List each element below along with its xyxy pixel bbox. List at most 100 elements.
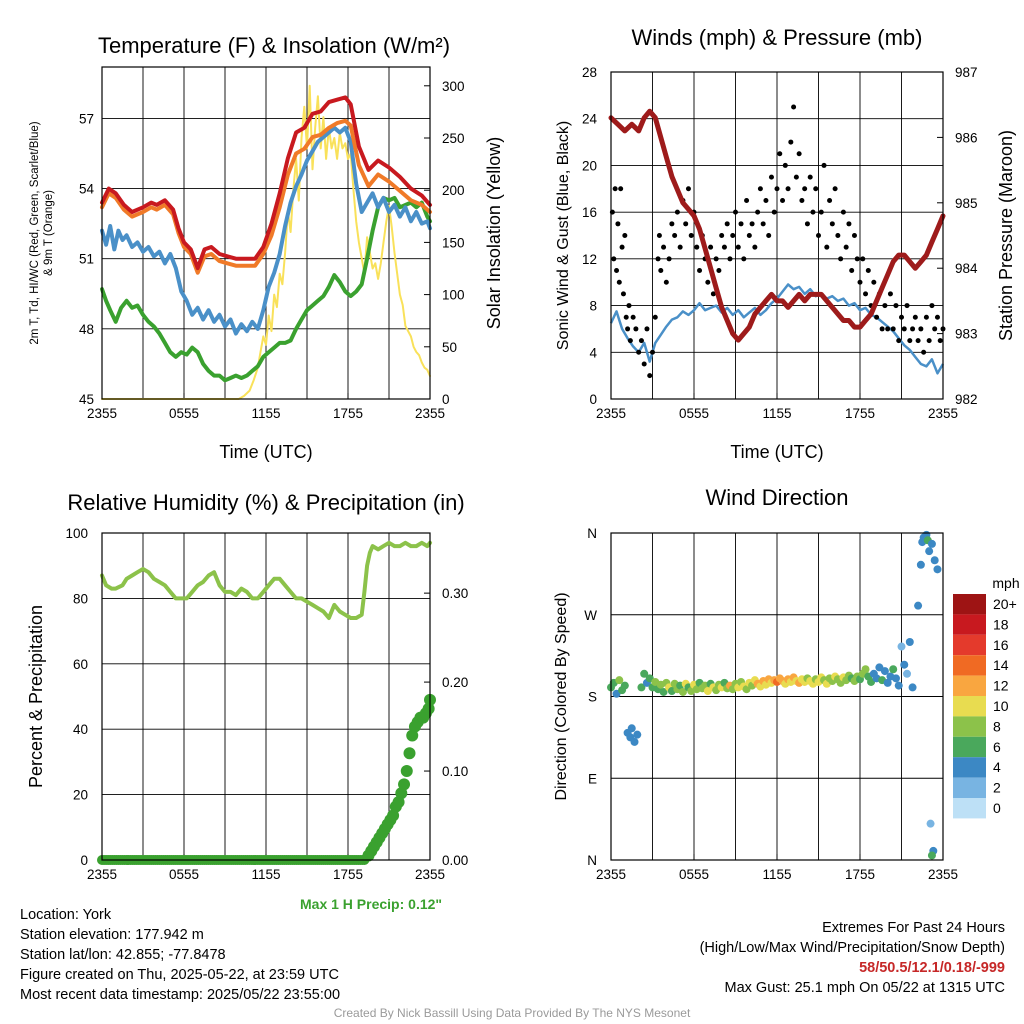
gust-point: [865, 268, 871, 274]
x-tick-label: 0555: [679, 406, 709, 421]
gust-point: [838, 256, 844, 262]
gust-point: [744, 197, 750, 203]
gust-point: [887, 291, 893, 297]
chart-title: Wind Direction: [705, 485, 848, 510]
y-tick-label-left: S: [588, 690, 597, 705]
plot-frame: [610, 71, 944, 400]
direction-point: [927, 851, 936, 860]
gust-point: [623, 314, 629, 320]
gust-point: [721, 244, 727, 250]
legend-label: 14: [993, 657, 1009, 673]
gust-point: [733, 209, 738, 215]
x-tick-label: 2355: [415, 867, 445, 882]
latlon-text: Station lat/lon: 42.855; -77.8478: [20, 947, 226, 963]
x-tick-label: 0555: [169, 867, 199, 882]
x-tick-label: 1755: [845, 867, 875, 882]
gust-point: [755, 209, 761, 215]
gust-point: [719, 233, 725, 238]
x-tick-label: 0555: [169, 406, 199, 421]
x-tick-label: 0555: [679, 867, 709, 882]
gust-point: [650, 349, 655, 355]
created-text: Figure created on Thu, 2025-05-22, at 23…: [20, 967, 339, 983]
y-tick-label-left: 0: [589, 392, 597, 407]
x-tick-label: 1155: [251, 867, 280, 882]
series-line-t9m: [100, 118, 432, 275]
gust-point: [813, 186, 819, 192]
legend-swatch: [953, 696, 986, 717]
x-tick-label: 2355: [415, 406, 445, 421]
y-tick-label-right: 150: [442, 235, 465, 250]
gust-point: [752, 244, 758, 250]
gust-point: [929, 303, 935, 309]
y-axis-label-left: Sonic Wind & Gust (Blue, Black): [555, 121, 572, 350]
series-line-hiwc: [100, 125, 432, 336]
precip-point: [422, 702, 435, 715]
gust-point: [890, 326, 896, 332]
gust-point: [677, 244, 683, 250]
gust-point: [633, 326, 639, 332]
gust-point: [788, 139, 794, 145]
legend-swatch: [953, 634, 986, 656]
y-tick-label-left: 100: [65, 526, 88, 541]
y-tick-label-right: 0.10: [442, 764, 468, 779]
y-tick-label-left: 24: [582, 112, 598, 127]
gust-point: [882, 303, 888, 309]
gust-point: [832, 186, 838, 192]
y-axis-label-left-2: & 9m T (Orange): [43, 190, 55, 276]
gust-point: [697, 268, 703, 274]
max-precip-label: Max 1 H Precip: 0.12": [300, 896, 443, 912]
x-tick-label: 2355: [596, 867, 626, 882]
direction-point: [637, 683, 646, 692]
gust-point: [893, 303, 899, 309]
gust-point: [829, 221, 835, 227]
gust-point: [612, 186, 618, 192]
gust-point: [802, 186, 808, 192]
gust-point: [885, 326, 891, 332]
gust-point: [766, 233, 772, 238]
legend-swatch: [953, 798, 986, 819]
gust-point: [932, 326, 938, 332]
gust-point: [647, 373, 653, 379]
direction-point: [927, 539, 936, 548]
gust-point: [611, 256, 617, 262]
gust-point: [625, 326, 631, 332]
direction-point: [633, 730, 642, 739]
extremes-title: Extremes For Past 24 Hours: [822, 920, 1005, 936]
y-tick-label-left: N: [587, 853, 597, 868]
gust-point: [614, 268, 620, 274]
direction-point: [891, 674, 900, 683]
x-tick-label: 2355: [87, 867, 117, 882]
credit-text: Created By Nick Bassill Using Data Provi…: [333, 1006, 691, 1020]
y-tick-label-left: 54: [79, 182, 95, 197]
y-tick-label-left: 45: [79, 392, 94, 407]
series-line-rh: [100, 540, 432, 620]
recent-data-text: Most recent data timestamp: 2025/05/22 2…: [20, 987, 341, 1003]
gust-point: [716, 268, 722, 274]
gust-point: [620, 291, 626, 297]
direction-point: [861, 665, 870, 674]
gust-point: [843, 244, 849, 250]
gust-point: [879, 326, 885, 332]
location-text: Location: York: [20, 907, 112, 923]
gust-point: [901, 326, 907, 332]
y-axis-label-right: Station Pressure (Maroon): [996, 130, 1016, 341]
gust-point: [663, 279, 669, 285]
gust-point: [860, 256, 866, 262]
precip-point: [400, 765, 413, 778]
y-tick-label-left: E: [588, 771, 597, 786]
gust-point: [840, 209, 846, 215]
y-tick-label-left: 16: [582, 205, 597, 220]
gust-point: [780, 197, 786, 203]
legend-label: 6: [993, 739, 1001, 755]
x-tick-label: 1155: [251, 406, 280, 421]
y-tick-label-left: 48: [79, 322, 94, 337]
direction-point: [678, 687, 687, 696]
legend-label: 10: [993, 698, 1009, 714]
direction-point: [640, 669, 649, 678]
gust-point: [785, 186, 791, 192]
gust-point: [796, 151, 802, 157]
plot-frame: [610, 532, 944, 861]
y-tick-label-right: 250: [442, 131, 465, 146]
gust-point: [738, 221, 744, 227]
gust-point: [619, 244, 625, 250]
